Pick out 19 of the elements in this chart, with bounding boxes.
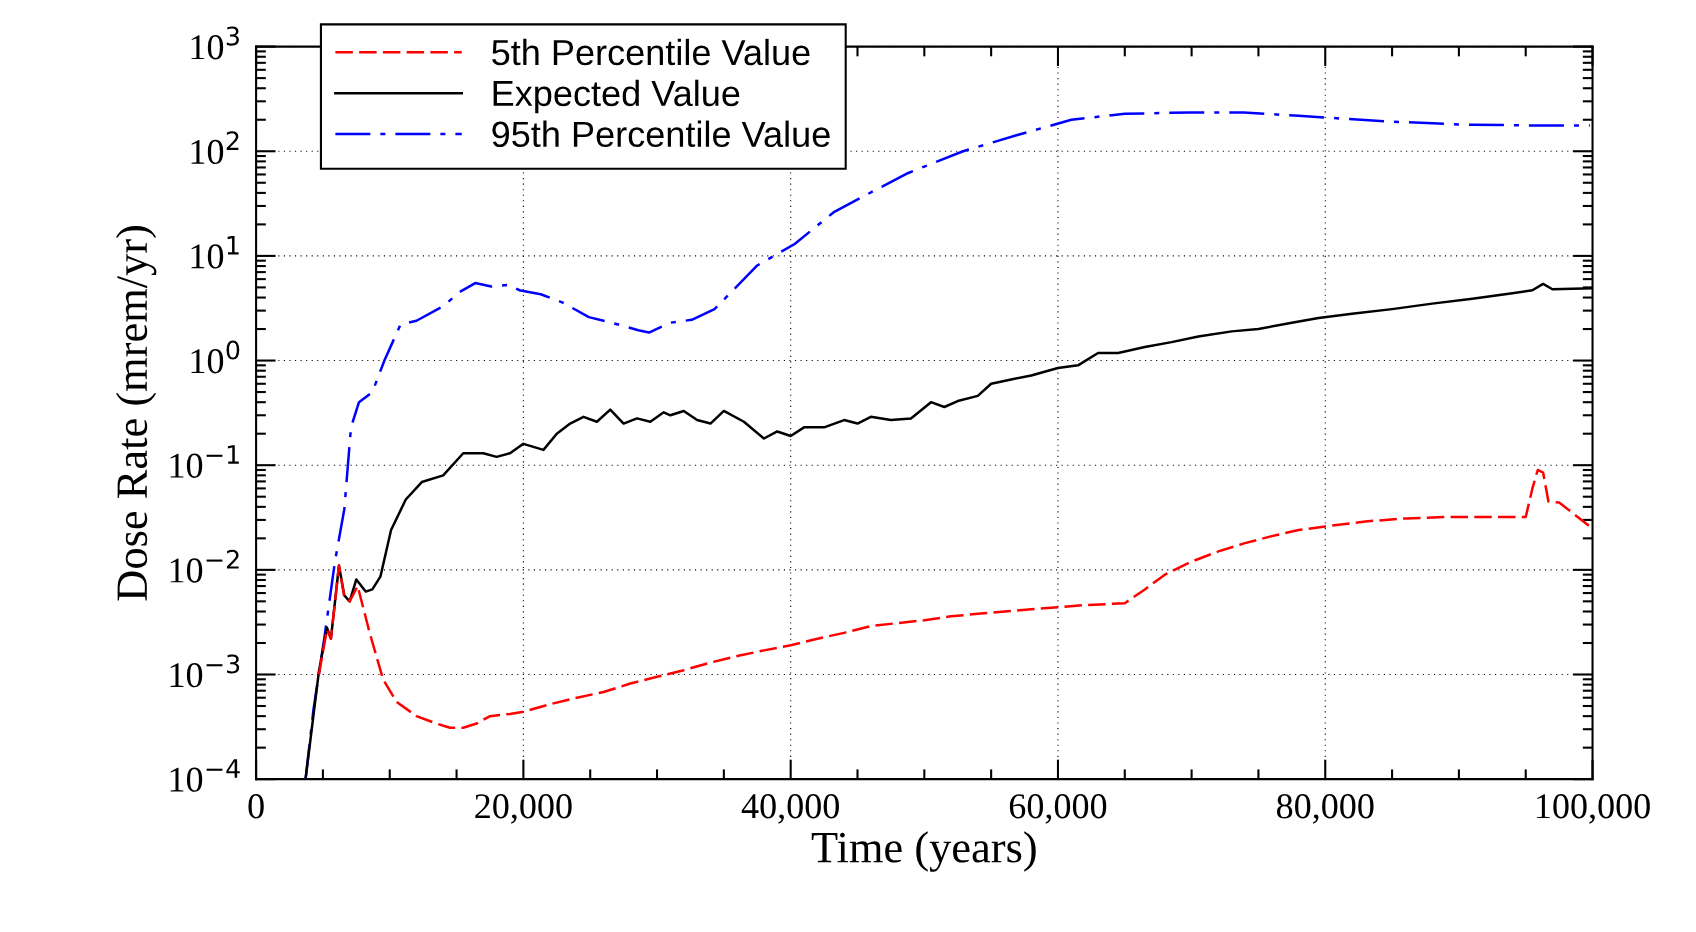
y-tick-label: 10$^{3}$: [191, 26, 239, 60]
x-tick-label: 80,000: [1276, 794, 1374, 824]
x-tick-label: 40,000: [741, 794, 839, 824]
y-tick-label: 10$^{−1}$: [170, 445, 239, 478]
x-axis-title: Time (years): [811, 831, 1036, 872]
y-tick-label: 10$^{1}$: [191, 235, 239, 269]
y-tick-label: 10$^{−2}$: [170, 549, 239, 583]
y-tick-label: 10$^{0}$: [191, 340, 240, 374]
y-axis-title: Dose Rate (mrem/yr): [115, 226, 157, 601]
y-tick-label: 10$^{−4}$: [170, 759, 240, 792]
y-tick-label: 10$^{2}$: [191, 131, 239, 165]
x-tick-label: 20,000: [475, 794, 572, 824]
legend-label: 95th Percentile Value: [492, 120, 830, 148]
legend-label: Expected Value: [493, 79, 740, 114]
x-tick-label: 100,000: [1537, 794, 1650, 824]
x-tick-label: 0: [248, 794, 264, 819]
y-tick-label: 10$^{−3}$: [170, 654, 240, 688]
x-tick-label: 60,000: [1009, 794, 1107, 824]
legend-label: 5th Percentile Value: [492, 38, 810, 66]
